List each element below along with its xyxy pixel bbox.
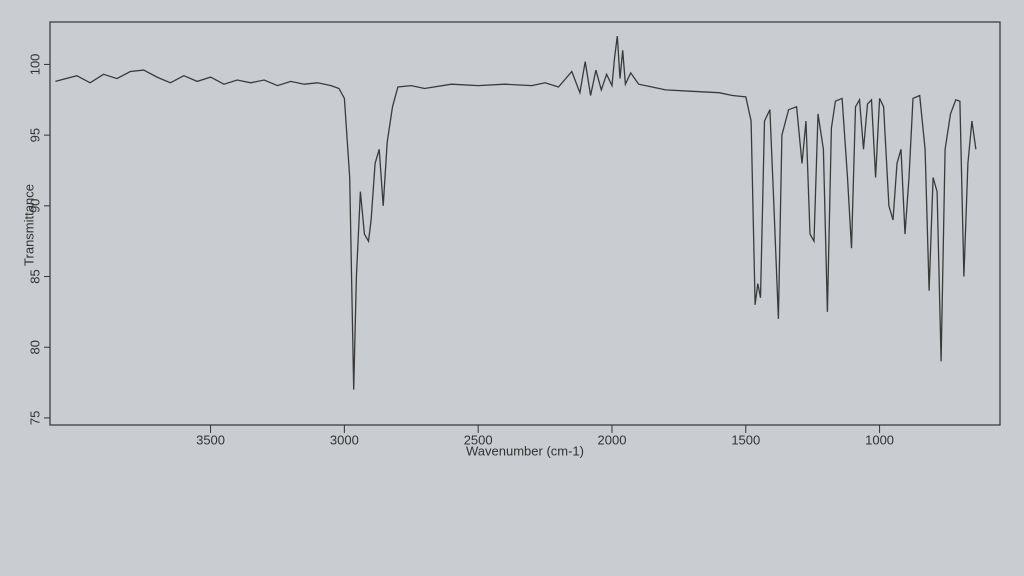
y-tick-label: 100	[27, 54, 42, 76]
x-tick-label: 2000	[598, 432, 627, 447]
y-axis-label: Transmittance	[21, 184, 36, 266]
x-tick-label: 2500	[464, 432, 493, 447]
x-tick-label: 3000	[330, 432, 359, 447]
x-axis-label: Wavenumber (cm-1)	[466, 443, 584, 458]
y-tick-label: 85	[27, 269, 42, 283]
x-tick-label: 1500	[731, 432, 760, 447]
y-tick-label: 90	[27, 199, 42, 213]
x-tick-label: 3500	[196, 432, 225, 447]
y-tick-label: 95	[27, 128, 42, 142]
x-tick-label: 1000	[865, 432, 894, 447]
spectrum-line	[55, 36, 977, 390]
y-tick-label: 80	[27, 340, 42, 354]
plot-frame	[49, 21, 1001, 426]
y-tick-label: 75	[27, 411, 42, 425]
